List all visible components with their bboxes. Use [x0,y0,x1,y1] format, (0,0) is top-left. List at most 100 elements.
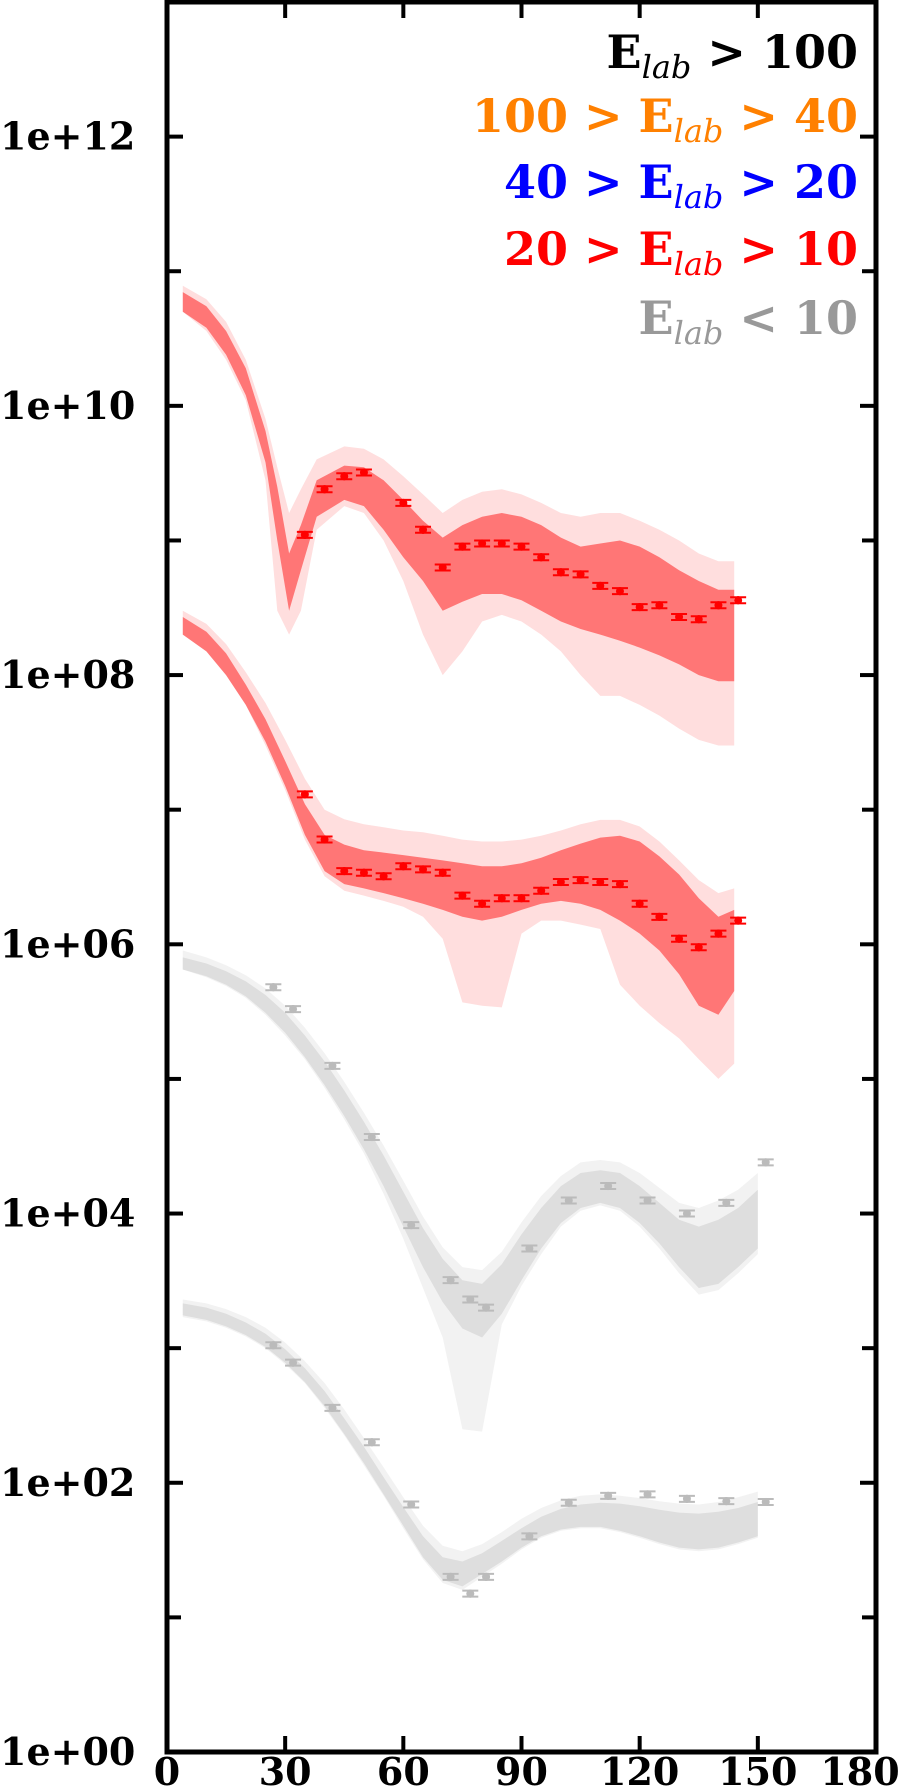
x-tick-label: 180 [820,1749,899,1787]
data-point-0-13 [572,570,589,579]
point-marker [466,1589,475,1598]
data-point-1-13 [552,878,569,887]
point-marker [714,601,723,610]
data-point-0-2 [336,472,353,481]
point-marker [675,613,684,622]
point-marker [458,542,467,551]
data-point-1-1 [316,835,333,844]
point-marker [525,1532,534,1541]
point-marker [694,943,703,952]
data-point-0-17 [651,601,668,610]
y-tick-label: 1e+04 [0,1191,135,1236]
data-point-1-5 [395,862,412,871]
data-point-2-8 [521,1244,538,1253]
point-marker [537,886,546,895]
data-point-1-18 [651,912,668,921]
point-marker [643,1490,652,1499]
point-marker [556,878,565,887]
data-point-0-5 [415,525,432,534]
data-point-3-11 [639,1490,656,1499]
point-marker [556,568,565,577]
point-marker [761,1158,770,1167]
data-point-0-6 [434,563,451,572]
data-point-2-0 [265,983,282,992]
data-point-0-1 [316,485,333,494]
point-marker [722,1198,731,1207]
data-point-3-1 [285,1358,302,1367]
point-marker [615,587,624,596]
point-marker [576,570,585,579]
data-point-0-18 [671,613,688,622]
uncertainty-bands [182,285,758,1590]
legend-text: 40 > E [504,155,674,209]
data-point-0-19 [690,615,707,624]
point-marker [359,868,368,877]
data-point-1-10 [493,894,510,903]
point-marker [328,1403,337,1412]
point-marker [761,1497,770,1506]
point-marker [537,553,546,562]
point-marker [478,539,487,548]
x-tick-label: 0 [154,1749,180,1787]
legend-entry-1: 100 > Elab > 40 [472,89,858,150]
x-tick-label: 30 [259,1749,312,1787]
data-point-2-3 [363,1133,380,1142]
point-marker [517,542,526,551]
point-marker [379,872,388,881]
legend-text: 20 > E [504,222,674,276]
data-point-2-11 [639,1196,656,1205]
point-marker [446,1572,455,1581]
inner-band-3 [182,1303,758,1587]
point-marker [635,603,644,612]
point-marker [482,1572,491,1581]
point-marker [419,865,428,874]
point-marker [300,530,309,539]
outer-band-1 [182,610,735,1079]
data-point-2-2 [324,1061,341,1070]
data-point-3-12 [678,1494,695,1503]
data-point-1-0 [296,790,313,799]
x-tick-label: 90 [495,1749,548,1787]
point-marker [300,790,309,799]
data-point-0-11 [533,553,550,562]
data-point-3-6 [462,1589,479,1598]
legend-text: > 20 [723,155,858,209]
legend-entry-4: Elab < 10 [639,291,858,352]
data-point-0-0 [296,530,313,539]
data-point-1-15 [592,878,609,887]
data-point-1-12 [533,886,550,895]
point-marker [596,878,605,887]
data-point-3-0 [265,1341,282,1350]
legend-text: > 100 [691,25,858,79]
x-tick-label: 60 [377,1749,430,1787]
y-tick-labels: 1e+00 1e+02 1e+04 1e+06 1e+08 1e+10 1e+12 [0,114,135,1774]
point-marker [269,983,278,992]
data-point-3-8 [521,1532,538,1541]
data-point-3-9 [560,1498,577,1507]
point-marker [564,1498,573,1507]
y-tick-label: 1e+00 [0,1729,135,1774]
legend-text: E [639,291,674,345]
data-point-3-2 [324,1403,341,1412]
point-marker [714,929,723,938]
point-marker [399,862,408,871]
point-marker [359,468,368,477]
data-point-0-8 [474,539,491,548]
point-marker [734,596,743,605]
legend-subscript: lab [642,48,692,86]
point-marker [682,1209,691,1218]
point-marker [419,525,428,534]
data-point-0-20 [710,601,727,610]
point-marker [320,485,329,494]
data-point-0-10 [513,542,530,551]
data-point-2-10 [600,1182,617,1191]
data-point-0-14 [592,581,609,590]
point-marker [466,1295,475,1304]
data-point-0-9 [493,539,510,548]
legend-text: 100 > E [472,89,674,143]
point-marker [655,601,664,610]
data-point-1-17 [631,899,648,908]
data-point-0-7 [454,542,471,551]
